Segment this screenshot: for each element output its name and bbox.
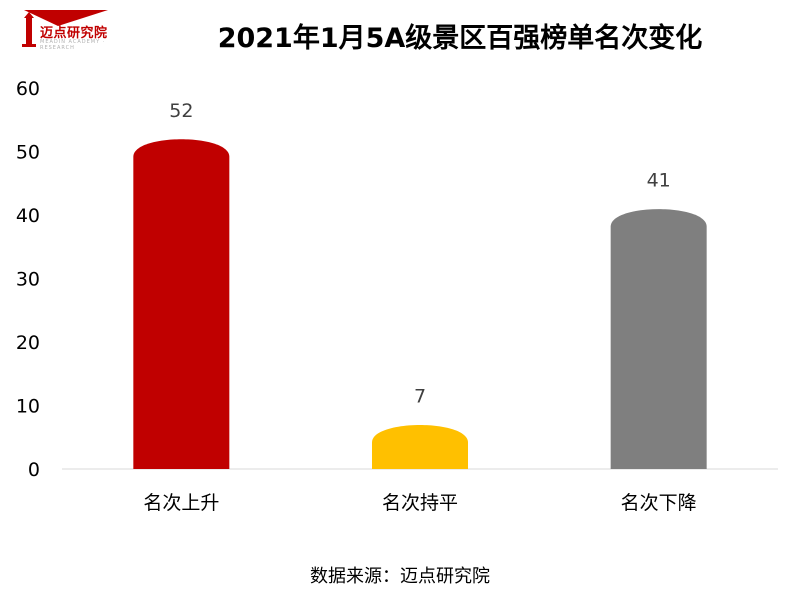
- bars-group: 52 名次上升 7 名次持平 41 名次下降: [133, 100, 707, 514]
- chart-title: 2021年1月5A级景区百强榜单名次变化: [217, 23, 703, 54]
- y-tick-label: 20: [16, 332, 40, 354]
- y-tick-label: 0: [28, 459, 40, 481]
- bar: [610, 209, 707, 469]
- logo-graphic: [22, 10, 108, 47]
- lighthouse-base-icon: [22, 44, 36, 47]
- y-tick-label: 60: [16, 78, 40, 100]
- logo-banner-shape: [24, 10, 108, 26]
- y-tick-label: 30: [16, 269, 40, 291]
- brand-logo: 迈点研究院 MEADIN ACADEMY · RESEARCH: [18, 4, 118, 51]
- bar-value-label: 41: [647, 170, 671, 192]
- y-tick-label: 10: [16, 396, 40, 418]
- lighthouse-top-icon: [24, 12, 34, 18]
- bar: [133, 139, 230, 469]
- x-tick-label: 名次下降: [621, 492, 697, 514]
- logo-subtext: MEADIN ACADEMY · RESEARCH: [40, 39, 106, 51]
- bar-value-label: 7: [414, 386, 426, 408]
- bar: [372, 425, 468, 469]
- lighthouse-icon: [26, 18, 32, 46]
- y-tick-label: 50: [16, 142, 40, 164]
- y-tick-label: 40: [16, 205, 40, 227]
- logo-text: 迈点研究院: [40, 26, 108, 41]
- data-source-note: 数据来源：迈点研究院: [310, 566, 490, 587]
- bar-value-label: 52: [169, 100, 193, 122]
- y-axis: 0 10 20 30 40 50 60: [16, 78, 40, 481]
- x-tick-label: 名次上升: [143, 492, 219, 514]
- x-tick-label: 名次持平: [382, 492, 458, 514]
